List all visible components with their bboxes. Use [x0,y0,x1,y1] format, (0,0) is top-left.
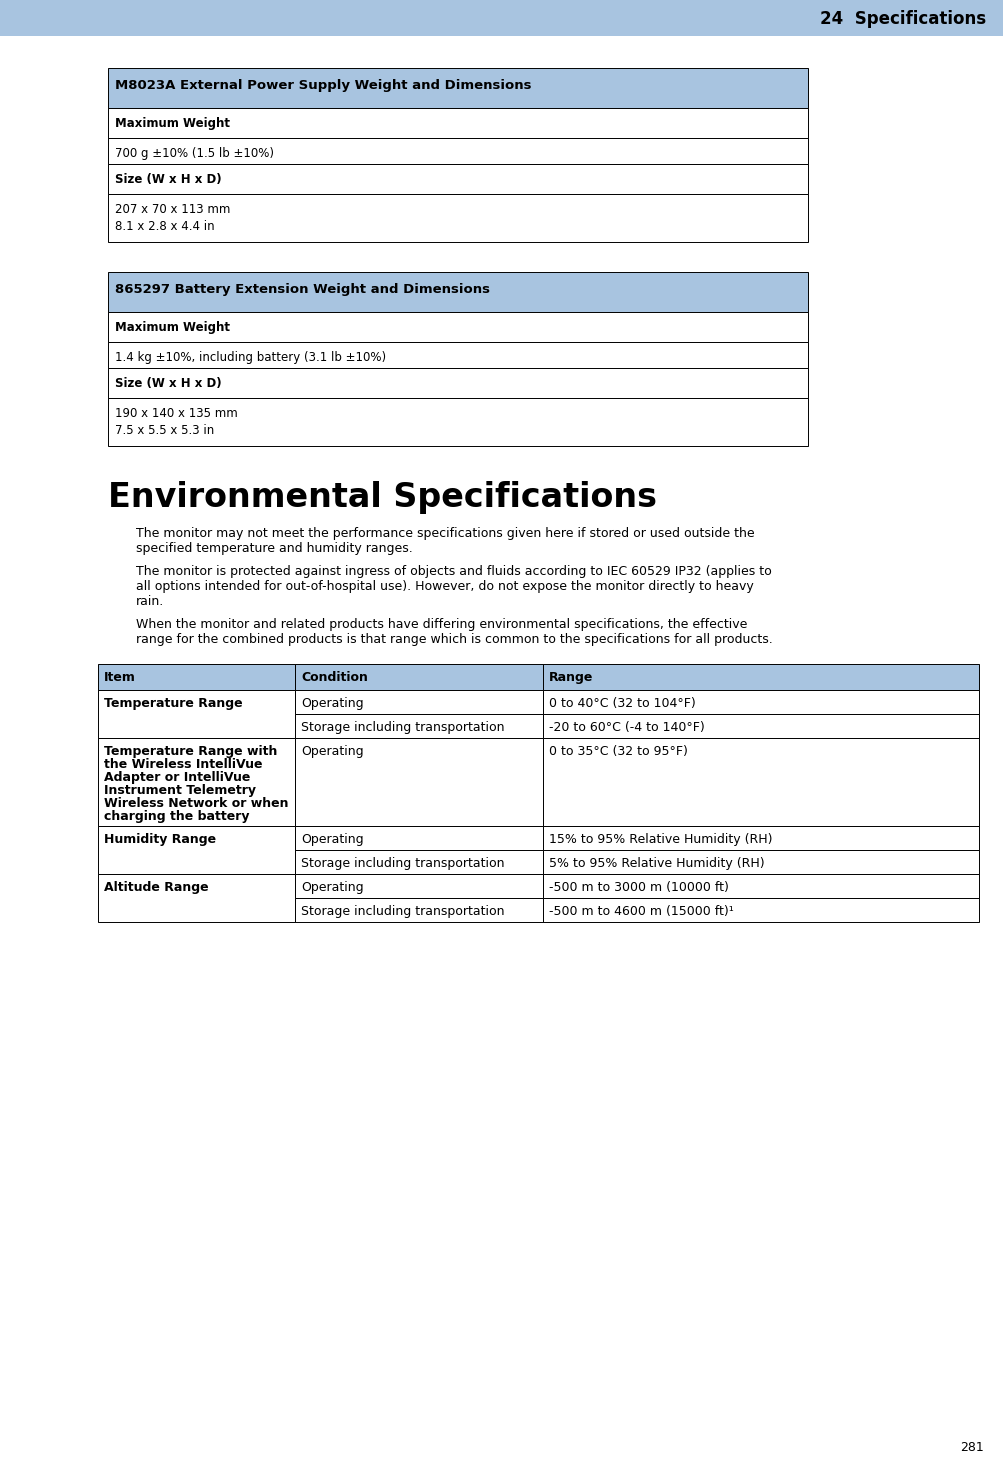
Text: charging the battery: charging the battery [104,810,250,824]
Text: Operating: Operating [301,881,363,894]
Text: 281: 281 [959,1441,983,1454]
Text: 700 g ±10% (1.5 lb ±10%): 700 g ±10% (1.5 lb ±10%) [115,148,274,159]
Text: 0 to 35°C (32 to 95°F): 0 to 35°C (32 to 95°F) [549,745,687,759]
Text: Environmental Specifications: Environmental Specifications [108,481,656,514]
Bar [295,664,543,689]
Bar [108,368,807,399]
Bar [543,897,978,922]
Bar [543,664,978,689]
Bar [295,850,543,874]
Text: Wireless Network or when: Wireless Network or when [104,797,288,810]
Text: Humidity Range: Humidity Range [104,832,216,846]
Bar [108,164,807,193]
Text: Temperature Range: Temperature Range [104,697,243,710]
Text: Operating: Operating [301,745,363,759]
Text: Temperature Range with: Temperature Range with [104,745,277,759]
Text: Maximum Weight: Maximum Weight [115,117,230,130]
Text: 207 x 70 x 113 mm
8.1 x 2.8 x 4.4 in: 207 x 70 x 113 mm 8.1 x 2.8 x 4.4 in [115,204,230,233]
Text: Instrument Telemetry: Instrument Telemetry [104,784,256,797]
Bar [543,827,978,850]
Text: Item: Item [104,672,135,683]
Text: Condition: Condition [301,672,367,683]
Text: -500 m to 4600 m (15000 ft)¹: -500 m to 4600 m (15000 ft)¹ [549,905,733,918]
Text: -20 to 60°C (-4 to 140°F): -20 to 60°C (-4 to 140°F) [549,720,704,734]
Text: 15% to 95% Relative Humidity (RH): 15% to 95% Relative Humidity (RH) [549,832,771,846]
Bar [295,738,543,827]
Text: Operating: Operating [301,832,363,846]
Text: -500 m to 3000 m (10000 ft): -500 m to 3000 m (10000 ft) [549,881,728,894]
Text: Size (W x H x D): Size (W x H x D) [115,173,222,186]
Text: the Wireless IntelliVue: the Wireless IntelliVue [104,759,262,770]
Bar [295,689,543,714]
Text: 865297 Battery Extension Weight and Dimensions: 865297 Battery Extension Weight and Dime… [115,283,489,297]
Text: Storage including transportation: Storage including transportation [301,905,504,918]
Bar [0,0,1003,35]
Text: Altitude Range: Altitude Range [104,881,209,894]
Bar [98,874,295,922]
Bar [108,137,807,164]
Bar [108,108,807,137]
Bar [98,689,295,738]
Text: all options intended for out-of-hospital use). However, do not expose the monito: all options intended for out-of-hospital… [135,580,753,593]
Bar [543,874,978,897]
Text: M8023A External Power Supply Weight and Dimensions: M8023A External Power Supply Weight and … [115,80,531,92]
Bar [543,714,978,738]
Text: Range: Range [549,672,593,683]
Text: 24  Specifications: 24 Specifications [819,10,985,28]
Bar [98,827,295,874]
Text: Storage including transportation: Storage including transportation [301,720,504,734]
Bar [295,714,543,738]
Bar [108,68,807,108]
Text: Size (W x H x D): Size (W x H x D) [115,376,222,390]
Bar [108,311,807,342]
Text: rain.: rain. [135,595,164,608]
Bar [108,342,807,368]
Text: specified temperature and humidity ranges.: specified temperature and humidity range… [135,542,412,555]
Bar [295,874,543,897]
Text: 1.4 kg ±10%, including battery (3.1 lb ±10%): 1.4 kg ±10%, including battery (3.1 lb ±… [115,351,386,365]
Bar [108,193,807,242]
Text: 5% to 95% Relative Humidity (RH): 5% to 95% Relative Humidity (RH) [549,858,764,869]
Bar [98,664,295,689]
Text: range for the combined products is that range which is common to the specificati: range for the combined products is that … [135,633,772,646]
Text: Storage including transportation: Storage including transportation [301,858,504,869]
Text: The monitor is protected against ingress of objects and fluids according to IEC : The monitor is protected against ingress… [135,565,771,579]
Text: Adapter or IntelliVue: Adapter or IntelliVue [104,770,250,784]
Text: When the monitor and related products have differing environmental specification: When the monitor and related products ha… [135,618,746,632]
Bar [543,850,978,874]
Text: Maximum Weight: Maximum Weight [115,320,230,334]
Text: The monitor may not meet the performance specifications given here if stored or : The monitor may not meet the performance… [135,527,754,540]
Bar [295,897,543,922]
Text: 0 to 40°C (32 to 104°F): 0 to 40°C (32 to 104°F) [549,697,695,710]
Bar [108,272,807,311]
Bar [98,738,295,827]
Bar [543,689,978,714]
Text: Operating: Operating [301,697,363,710]
Bar [543,738,978,827]
Text: 190 x 140 x 135 mm
7.5 x 5.5 x 5.3 in: 190 x 140 x 135 mm 7.5 x 5.5 x 5.3 in [115,407,238,437]
Bar [108,399,807,446]
Bar [295,827,543,850]
